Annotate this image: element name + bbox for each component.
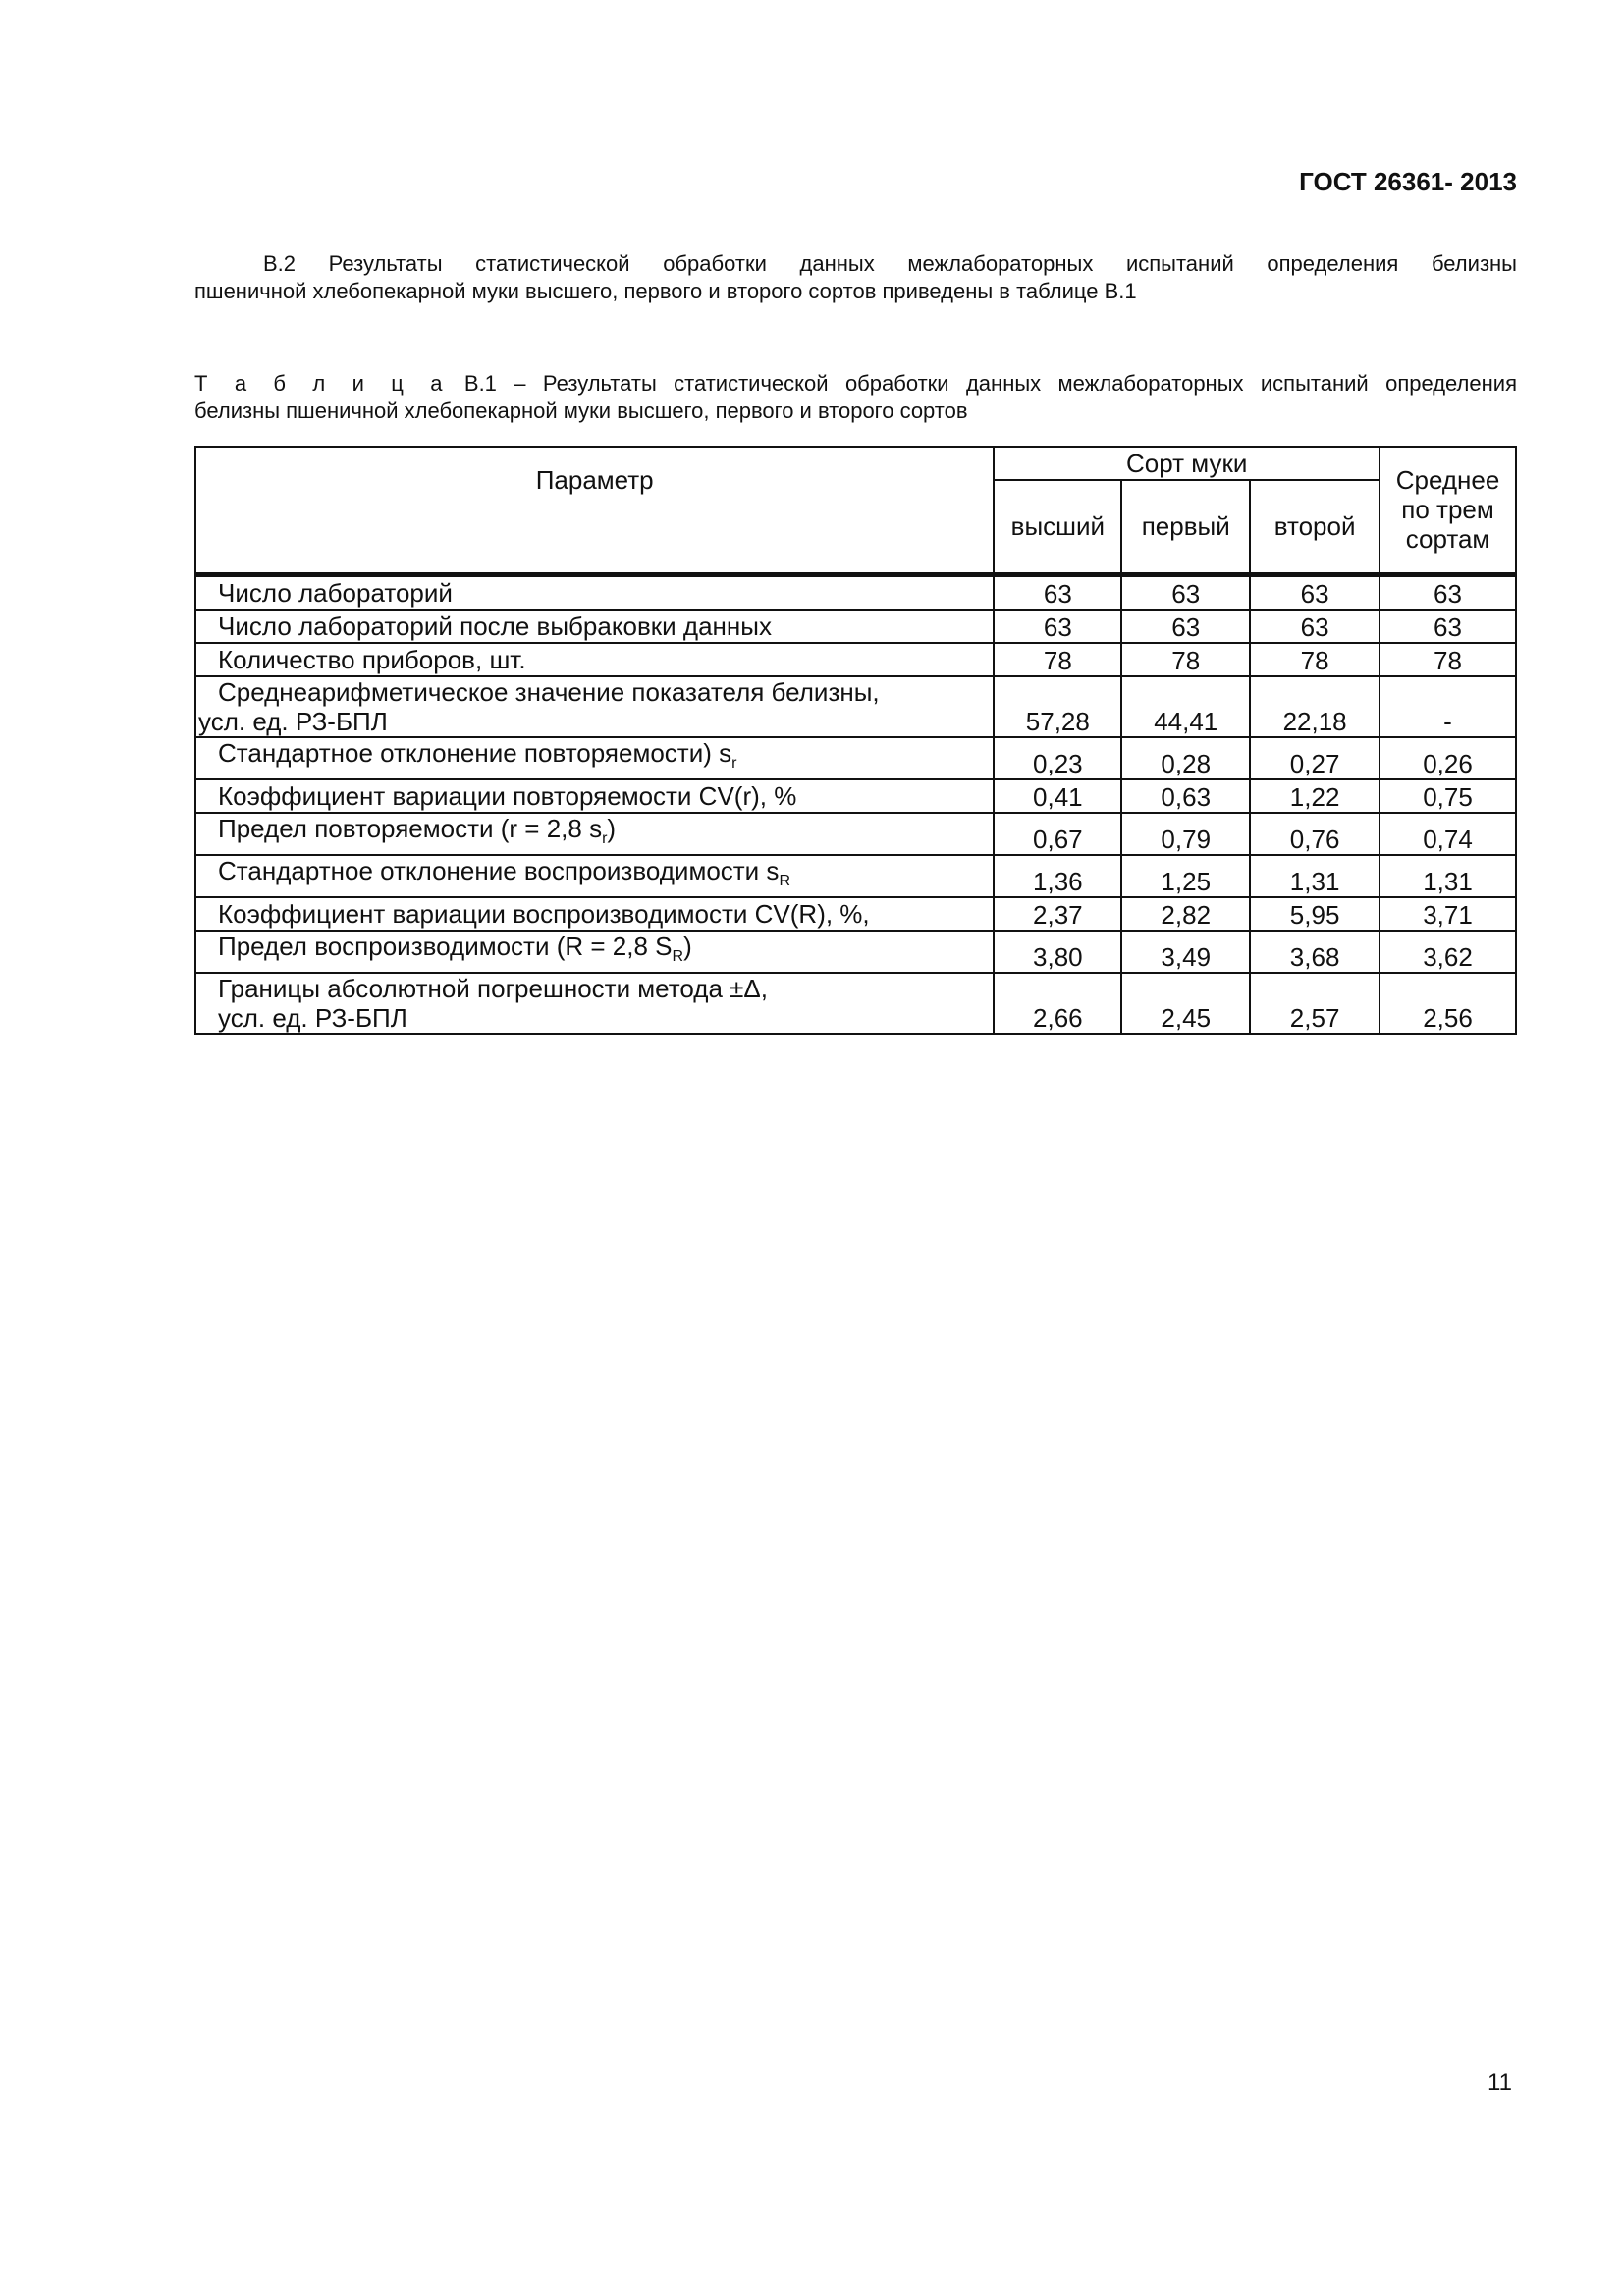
value-cell: 0,74 [1379,811,1517,856]
value-cell: 0,76 [1249,811,1381,856]
table-row: Стандартное отклонение воспроизводимости… [193,853,1517,899]
param-cell: Число лабораторий [193,571,996,611]
table-row: Коэффициент вариации повторяемости CV(r)… [193,777,1517,814]
paragraph-line: пшеничной хлебопекарной муки высшего, пе… [194,279,1137,303]
caption-line: белизны пшеничной хлебопекарной муки выс… [194,399,968,423]
value-cell: 63 [1120,608,1252,644]
caption-prefix: Т а б л и ц а [194,371,448,396]
value-cell: - [1379,674,1517,738]
value-cell: 63 [1379,608,1517,644]
value-cell: 2,45 [1120,972,1252,1036]
value-cell: 78 [1379,641,1517,677]
header-average: Среднее по трем сортам [1379,446,1517,575]
value-cell: 2,66 [993,972,1123,1036]
value-cell: 2,57 [1249,972,1381,1036]
param-cell: Границы абсолютной погрешности метода ±Δ… [193,972,996,1036]
table-row: Границы абсолютной погрешности метода ±Δ… [193,972,1517,1036]
value-cell: 1,22 [1249,777,1381,814]
param-cell: Предел повторяемости (r = 2,8 sr) [193,811,996,856]
value-cell: 0,23 [993,735,1123,780]
table-row: Коэффициент вариации воспроизводимости C… [193,896,1517,933]
value-cell: 63 [1249,608,1381,644]
header-flour-grade: Сорт муки [993,446,1381,481]
value-cell: 22,18 [1249,674,1381,738]
value-cell: 3,71 [1379,896,1517,933]
value-cell: 0,27 [1249,735,1381,780]
document-id: ГОСТ 26361- 2013 [1299,167,1517,196]
param-cell: Среднеарифметическое значение показателя… [193,674,996,738]
value-cell: 0,26 [1379,735,1517,780]
param-cell: Коэффициент вариации повторяемости CV(r)… [193,777,996,814]
table-row: Количество приборов, шт. 78 78 78 78 [193,641,1517,677]
results-table: Параметр Сорт муки Среднее по трем сортам … [193,446,1517,1036]
value-cell: 0,63 [1120,777,1252,814]
table-row: Число лабораторий 63 63 63 63 [193,571,1517,611]
header-grade: первый [1120,479,1252,575]
value-cell: 3,49 [1120,930,1252,975]
value-cell: 2,56 [1379,972,1517,1036]
table-row: Предел воспроизводимости (R = 2,8 SR) 3,8… [193,930,1517,975]
param-cell: Число лабораторий после выбраковки данны… [193,608,996,644]
value-cell: 63 [1249,571,1381,611]
value-cell: 3,80 [993,930,1123,975]
value-cell: 0,67 [993,811,1123,856]
value-cell: 1,31 [1379,853,1517,899]
value-cell: 0,28 [1120,735,1252,780]
param-cell: Коэффициент вариации воспроизводимости C… [193,896,996,933]
header-grade: второй [1249,479,1381,575]
param-cell: Предел воспроизводимости (R = 2,8 SR) [193,930,996,975]
paragraph-line: В.2 Результаты статистической обработки … [263,251,1517,276]
caption-line: В.1 – Результаты статистической обработк… [447,371,1517,396]
page-number: 11 [1488,2069,1512,2096]
value-cell: 5,95 [1249,896,1381,933]
value-cell: 0,79 [1120,811,1252,856]
value-cell: 2,37 [993,896,1123,933]
value-cell: 63 [1379,571,1517,611]
header-param: Параметр [193,446,996,575]
value-cell: 63 [993,571,1123,611]
table-row: Стандартное отклонение повторяемости) sr… [193,735,1517,780]
table-row: Предел повторяемости (r = 2,8 sr) 0,67 0,7… [193,811,1517,856]
table-row: Среднеарифметическое значение показателя… [193,674,1517,738]
value-cell: 3,68 [1249,930,1381,975]
param-cell: Стандартное отклонение повторяемости) sr [193,735,996,780]
value-cell: 0,75 [1379,777,1517,814]
header-grade: высший [993,479,1123,575]
value-cell: 63 [993,608,1123,644]
value-cell: 57,28 [993,674,1123,738]
value-cell: 63 [1120,571,1252,611]
value-cell: 78 [1249,641,1381,677]
value-cell: 78 [993,641,1123,677]
value-cell: 1,25 [1120,853,1252,899]
value-cell: 0,41 [993,777,1123,814]
value-cell: 3,62 [1379,930,1517,975]
table-caption: Т а б л и ц а В.1 – Результаты статистич… [194,370,1517,425]
table-row: Число лабораторий после выбраковки данны… [193,608,1517,644]
paragraph-b2: В.2 Результаты статистической обработки … [194,250,1517,305]
value-cell: 1,36 [993,853,1123,899]
param-cell: Стандартное отклонение воспроизводимости… [193,853,996,899]
value-cell: 44,41 [1120,674,1252,738]
param-cell: Количество приборов, шт. [193,641,996,677]
value-cell: 78 [1120,641,1252,677]
value-cell: 2,82 [1120,896,1252,933]
value-cell: 1,31 [1249,853,1381,899]
